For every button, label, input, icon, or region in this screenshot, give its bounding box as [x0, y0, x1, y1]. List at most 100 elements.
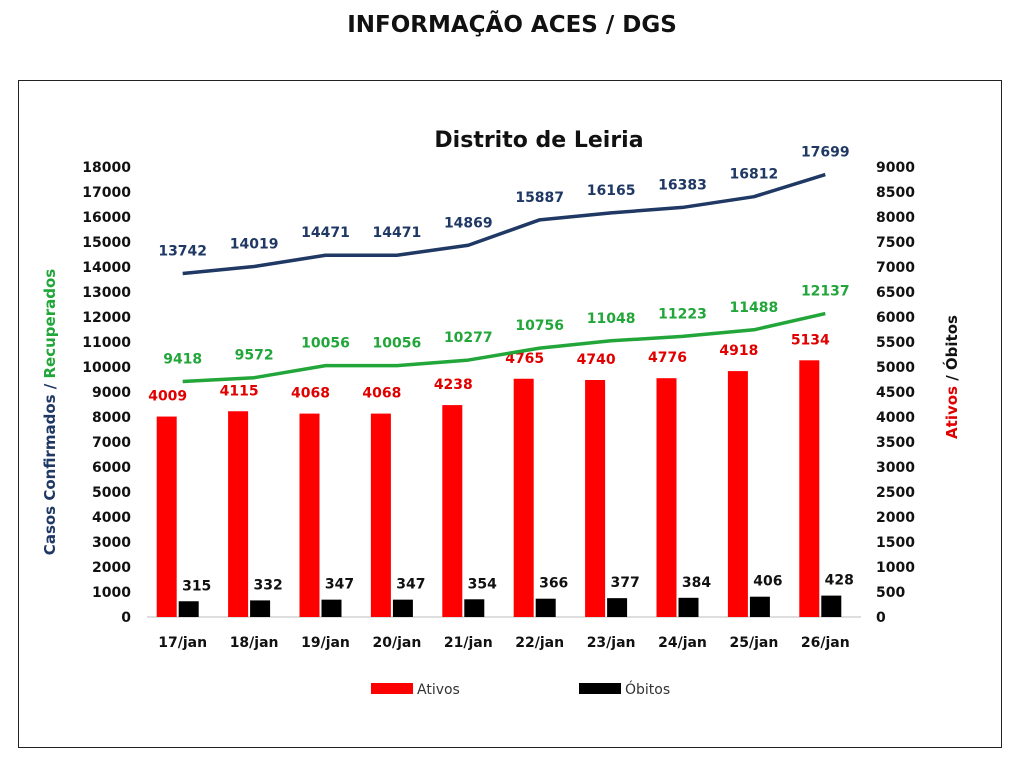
left-axis-tick-9: 9000 — [92, 385, 131, 401]
left-axis-tick-16: 16000 — [82, 210, 131, 226]
line-series-0-label-9: 17699 — [801, 145, 850, 161]
chart: Distrito de Leiria 0 1000 2000 3000 4000 5000 6… — [41, 128, 961, 698]
right-axis-tick-13: 6500 — [876, 285, 915, 301]
right-axis-tick-7: 3500 — [876, 435, 915, 451]
bar-ativos-label-0: 4009 — [148, 389, 187, 405]
right-axis-tick-9: 4500 — [876, 385, 915, 401]
legend-swatch-0 — [371, 683, 413, 694]
line-series-0-label-4: 14869 — [444, 215, 493, 231]
bar-ativos-7 — [656, 378, 677, 617]
left-axis-tick-7: 7000 — [92, 435, 131, 451]
left-axis-tick-14: 14000 — [82, 260, 131, 276]
chart-title: Distrito de Leiria — [434, 128, 643, 153]
line-series-1-label-5: 10756 — [515, 318, 564, 334]
left-axis-tick-0: 0 — [121, 610, 131, 626]
bar-obitos-0 — [178, 601, 199, 617]
left-axis-tick-15: 15000 — [82, 235, 131, 251]
left-axis-tick-17: 17000 — [82, 185, 131, 201]
right-axis-tick-2: 1000 — [876, 560, 915, 576]
right-axis-title-part-0: Ativos — [943, 386, 961, 439]
line-series-1 — [182, 311, 826, 384]
right-axis-tick-11: 5500 — [876, 335, 915, 351]
bar-obitos-label-7: 384 — [682, 575, 711, 591]
bar-ativos-label-5: 4765 — [505, 351, 544, 367]
left-axis-tick-8: 8000 — [92, 410, 131, 426]
bar-ativos-6 — [585, 380, 606, 617]
bar-obitos-label-3: 347 — [396, 577, 425, 593]
left-axis-tick-6: 6000 — [92, 460, 131, 476]
bar-ativos-label-7: 4776 — [648, 350, 687, 366]
left-axis-tick-5: 5000 — [92, 485, 131, 501]
line-series-1-label-1: 9572 — [235, 348, 274, 364]
bar-obitos-6 — [607, 598, 628, 617]
left-axis-title-part-2: Recuperados — [41, 269, 59, 379]
left-axis-title-part-1: / — [41, 379, 59, 395]
bar-obitos-label-4: 354 — [468, 576, 497, 592]
left-axis-tick-12: 12000 — [82, 310, 131, 326]
bar-obitos-4 — [464, 599, 485, 617]
bar-ativos-label-8: 4918 — [719, 343, 758, 359]
bar-ativos-label-1: 4115 — [220, 383, 259, 399]
right-axis-tick-14: 7000 — [876, 260, 915, 276]
bar-ativos-label-9: 5134 — [791, 332, 830, 348]
bar-obitos-label-6: 377 — [610, 575, 639, 591]
right-axis-tick-8: 4000 — [876, 410, 915, 426]
bar-ativos-8 — [727, 371, 748, 617]
right-axis-tick-12: 6000 — [876, 310, 915, 326]
right-axis-tick-16: 8000 — [876, 210, 915, 226]
x-axis-tick-1: 18/jan — [230, 635, 279, 651]
line-series-0-label-7: 16383 — [658, 177, 707, 193]
right-axis-tick-18: 9000 — [876, 160, 915, 176]
bar-obitos-label-0: 315 — [182, 578, 211, 594]
bar-ativos-1 — [228, 411, 249, 617]
page-title: INFORMAÇÃO ACES / DGS — [347, 12, 677, 38]
right-axis-tick-17: 8500 — [876, 185, 915, 201]
left-axis-title: Casos Confirmados / Recuperados — [41, 269, 59, 555]
bar-ativos-label-3: 4068 — [362, 386, 401, 402]
left-axis-tick-4: 4000 — [92, 510, 131, 526]
bar-obitos-9 — [821, 595, 842, 617]
bar-obitos-2 — [321, 599, 342, 617]
bar-ativos-5 — [513, 378, 534, 617]
right-axis-tick-15: 7500 — [876, 235, 915, 251]
bar-ativos-3 — [370, 413, 391, 617]
bar-obitos-8 — [749, 596, 770, 617]
right-axis-tick-5: 2500 — [876, 485, 915, 501]
bar-ativos-2 — [299, 413, 320, 617]
x-axis-tick-4: 21/jan — [444, 635, 493, 651]
left-axis-tick-18: 18000 — [82, 160, 131, 176]
x-axis-tick-5: 22/jan — [515, 635, 564, 651]
right-axis-tick-0: 0 — [876, 610, 886, 626]
bar-ativos-label-6: 4740 — [577, 352, 616, 368]
line-series-1-label-7: 11223 — [658, 306, 707, 322]
bar-ativos-0 — [156, 416, 177, 617]
left-axis-tick-3: 3000 — [92, 535, 131, 551]
chart-frame: Distrito de Leiria 0 1000 2000 3000 4000 5000 6… — [18, 80, 1002, 748]
legend-label-1: Óbitos — [625, 680, 670, 698]
line-series-0-label-2: 14471 — [301, 225, 350, 241]
bar-ativos-label-4: 4238 — [434, 377, 473, 393]
bar-obitos-3 — [392, 599, 413, 617]
left-axis-title-part-0: Casos Confirmados — [41, 394, 59, 555]
left-axis-tick-11: 11000 — [82, 335, 131, 351]
legend-swatch-1 — [579, 683, 621, 694]
bar-ativos-label-2: 4068 — [291, 386, 330, 402]
left-axis-tick-1: 1000 — [92, 585, 131, 601]
x-axis-tick-0: 17/jan — [158, 635, 207, 651]
right-axis-tick-10: 5000 — [876, 360, 915, 376]
line-series-1-label-3: 10056 — [373, 336, 422, 352]
right-axis-title: Ativos / Óbitos — [942, 315, 961, 439]
bar-obitos-label-9: 428 — [825, 573, 854, 589]
line-series-1-label-9: 12137 — [801, 284, 850, 300]
left-axis-tick-2: 2000 — [92, 560, 131, 576]
line-series-0-label-0: 13742 — [158, 243, 207, 259]
line-series-0-label-3: 14471 — [373, 225, 422, 241]
line-series-1-label-8: 11488 — [730, 300, 779, 316]
x-axis-tick-9: 26/jan — [801, 635, 850, 651]
right-axis-tick-6: 3000 — [876, 460, 915, 476]
x-axis-tick-8: 25/jan — [729, 635, 778, 651]
left-axis-tick-13: 13000 — [82, 285, 131, 301]
line-series-1-label-0: 9418 — [163, 352, 202, 368]
right-axis-title-part-1: / Óbitos — [942, 315, 961, 386]
line-series-0 — [182, 172, 826, 276]
